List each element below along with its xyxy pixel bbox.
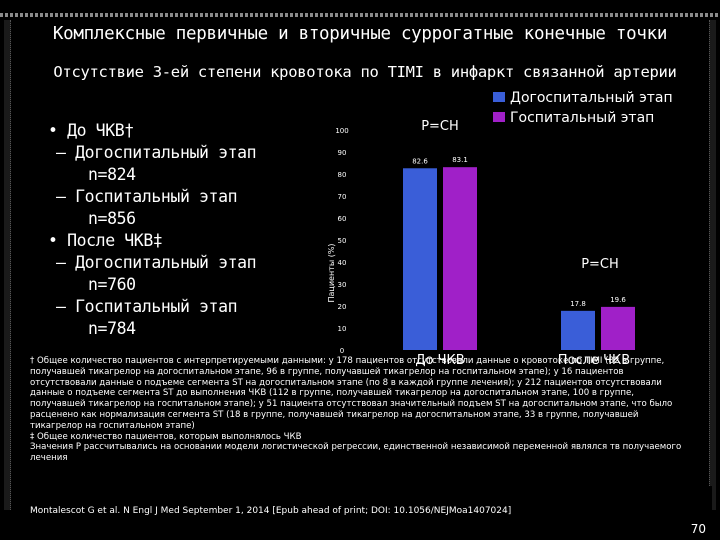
legend-label-hospital: Госпитальный этап [510, 110, 654, 126]
slide-title: Комплексные первичные и вторичные суррог… [52, 24, 668, 44]
data-label: 19.6 [610, 296, 626, 304]
y-tick-label: 80 [338, 171, 347, 179]
bullet-before-hospital: – Госпитальный этап [56, 187, 238, 206]
bullet-after-pci: • После ЧКВ‡ [48, 231, 163, 250]
legend-swatch-hospital [493, 112, 505, 122]
y-tick-label: 60 [338, 215, 347, 223]
bullet-before-prehospital: – Догоспитальный этап [56, 143, 257, 162]
y-tick-label: 40 [338, 259, 347, 267]
bar-prehospital-before-pci [403, 168, 437, 350]
bullet-after-prehospital: – Догоспитальный этап [56, 253, 257, 272]
legend-swatch-prehospital [493, 92, 505, 102]
right-edge-decoration [709, 20, 716, 510]
page-number: 70 [690, 522, 706, 536]
data-label: 17.8 [570, 300, 586, 308]
y-tick-label: 20 [338, 303, 347, 311]
corner-box [668, 486, 712, 518]
category-label-after-pci: После ЧКВ [558, 353, 630, 368]
data-label: 82.6 [412, 157, 428, 165]
bullet-list: • До ЧКВ† – Догоспитальный этап n=824 – … [30, 120, 320, 340]
y-tick-label: 100 [335, 127, 348, 135]
category-label-before-pci: До ЧКВ [415, 353, 464, 368]
footnote-double-dagger: ‡ Общее количество пациентов, которым вы… [30, 431, 302, 442]
bullet-before-hospital-n: n=856 [88, 209, 136, 228]
pvalue-before-pci: P=CH [421, 119, 459, 134]
bar-prehospital-after-pci [561, 310, 595, 350]
top-dotted-rule [0, 13, 720, 17]
y-tick-label: 50 [338, 237, 347, 245]
footnote-p-values: Значения P рассчитывались на основании м… [30, 442, 682, 464]
bullet-before-pci: • До ЧКВ† [48, 121, 134, 140]
y-tick-label: 10 [338, 325, 347, 333]
bullet-after-prehospital-n: n=760 [88, 275, 136, 294]
source-citation: Montalescot G et al. N Engl J Med Septem… [30, 506, 512, 516]
bullet-after-hospital: – Госпитальный этап [56, 297, 238, 316]
legend-label-prehospital: Догоспитальный этап [510, 90, 673, 106]
left-edge-decoration [4, 20, 11, 510]
bar-hospital-before-pci [443, 167, 477, 350]
y-tick-label: 30 [338, 281, 347, 289]
data-label: 83.1 [452, 156, 468, 164]
y-axis-label: Пациенты (%) [327, 243, 336, 302]
footnote-dagger: † Общее количество пациентов с интерпрет… [30, 356, 673, 431]
y-tick-label: 70 [338, 193, 347, 201]
footnotes: † Общее количество пациентов с интерпрет… [30, 356, 690, 464]
slide-subtitle: Отсутствие 3-ей степени кровотока по TIM… [53, 63, 677, 81]
bar-hospital-after-pci [601, 306, 635, 350]
bullet-after-hospital-n: n=784 [88, 319, 136, 338]
y-tick-label: 0 [340, 347, 344, 355]
bullet-before-prehospital-n: n=824 [88, 165, 136, 184]
pvalue-after-pci: P=CH [581, 257, 619, 272]
y-tick-label: 90 [338, 149, 347, 157]
